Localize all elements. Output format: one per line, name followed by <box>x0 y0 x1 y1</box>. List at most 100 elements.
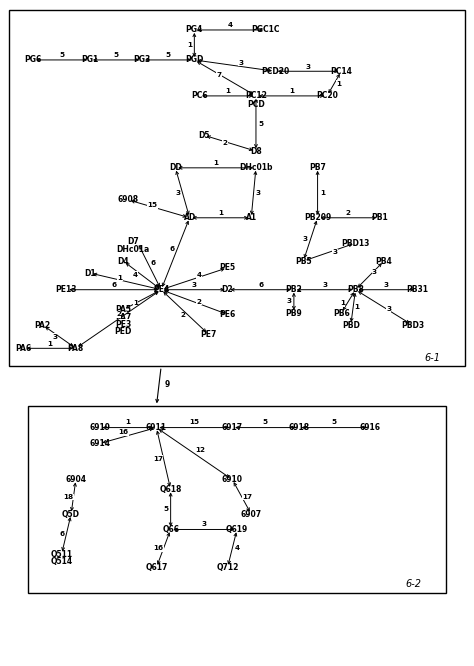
Text: PB2: PB2 <box>285 285 302 294</box>
Text: Q514: Q514 <box>51 557 73 566</box>
Text: 3: 3 <box>201 521 206 527</box>
Text: PB4: PB4 <box>375 256 392 266</box>
Text: 4: 4 <box>133 272 138 278</box>
Text: 7: 7 <box>217 72 221 79</box>
Text: Q619: Q619 <box>226 525 248 534</box>
Text: AD: AD <box>183 213 196 222</box>
Text: PC6: PC6 <box>191 91 208 101</box>
Text: DHc01b: DHc01b <box>239 163 273 172</box>
Text: 6911: 6911 <box>146 423 167 432</box>
Text: 6910: 6910 <box>222 475 243 484</box>
Text: PED: PED <box>115 327 132 336</box>
Text: PB1: PB1 <box>371 213 388 222</box>
Text: PE4: PE4 <box>153 285 169 294</box>
Text: 3: 3 <box>175 190 180 196</box>
Text: A1: A1 <box>246 213 257 222</box>
Text: 3: 3 <box>372 269 377 275</box>
Text: 4: 4 <box>235 545 239 551</box>
Text: 3: 3 <box>239 60 244 66</box>
Text: 3: 3 <box>287 298 292 304</box>
Text: 6914: 6914 <box>89 439 110 448</box>
Text: DD: DD <box>169 163 182 172</box>
Text: PA8: PA8 <box>68 344 84 353</box>
Text: PB8: PB8 <box>347 285 364 294</box>
Text: 6: 6 <box>258 282 263 288</box>
Text: 6904: 6904 <box>65 475 86 484</box>
Bar <box>28 406 446 593</box>
Text: 6: 6 <box>169 246 174 252</box>
Text: D1: D1 <box>84 268 96 278</box>
Text: 3: 3 <box>256 190 261 196</box>
Text: D7: D7 <box>127 236 138 246</box>
Text: PB9: PB9 <box>285 308 302 318</box>
Text: PB209: PB209 <box>304 213 331 222</box>
Text: DHc01a: DHc01a <box>116 244 149 254</box>
Text: 16: 16 <box>154 545 164 551</box>
Text: 17: 17 <box>153 456 163 462</box>
Text: PA6: PA6 <box>16 344 32 353</box>
Text: 15: 15 <box>147 202 157 208</box>
Text: 6908: 6908 <box>118 195 138 204</box>
Text: Q66: Q66 <box>162 525 179 534</box>
Text: 6-2: 6-2 <box>406 579 422 589</box>
Text: PG1: PG1 <box>82 55 99 65</box>
Text: 12: 12 <box>195 446 205 453</box>
Text: 6: 6 <box>151 260 155 266</box>
Text: PB5: PB5 <box>295 256 312 266</box>
Text: PG3: PG3 <box>134 55 151 65</box>
Text: PBD3: PBD3 <box>401 320 424 330</box>
Text: PGD: PGD <box>185 55 203 65</box>
Text: PB7: PB7 <box>309 163 326 172</box>
Text: 3: 3 <box>384 282 389 288</box>
Text: 3: 3 <box>52 334 57 340</box>
Text: 1: 1 <box>126 419 130 426</box>
Text: Q617: Q617 <box>145 563 168 572</box>
Text: 1: 1 <box>289 88 294 95</box>
Text: D5: D5 <box>198 131 210 140</box>
Text: 4: 4 <box>228 22 232 29</box>
Text: 5: 5 <box>164 506 168 513</box>
Text: 5: 5 <box>166 52 171 59</box>
Text: 3: 3 <box>333 249 337 255</box>
Text: Q511: Q511 <box>51 549 73 559</box>
Text: 5: 5 <box>332 419 337 426</box>
Text: PCD: PCD <box>247 100 265 109</box>
Text: 3: 3 <box>192 282 197 288</box>
Text: 1: 1 <box>47 340 52 347</box>
Text: PG4: PG4 <box>186 25 203 35</box>
Text: 1: 1 <box>355 304 359 310</box>
Text: 2: 2 <box>180 312 185 318</box>
Text: 17: 17 <box>242 494 253 500</box>
Text: 2: 2 <box>346 210 351 216</box>
Text: 5: 5 <box>258 121 263 127</box>
Text: 4: 4 <box>197 272 201 278</box>
Text: D8: D8 <box>250 147 262 156</box>
Text: PE13: PE13 <box>55 285 77 294</box>
Text: 2: 2 <box>223 140 228 147</box>
Text: 1: 1 <box>187 42 192 48</box>
Text: 5: 5 <box>263 419 268 426</box>
Text: 3: 3 <box>306 63 310 70</box>
Text: 1: 1 <box>225 88 230 95</box>
Text: D4: D4 <box>118 256 129 266</box>
Text: 1: 1 <box>337 81 341 87</box>
Text: 16: 16 <box>118 429 128 436</box>
Text: PE6: PE6 <box>219 310 236 319</box>
Text: 3: 3 <box>322 282 327 288</box>
Text: PE3: PE3 <box>115 320 131 329</box>
Text: PBD13: PBD13 <box>341 238 370 248</box>
Text: 2: 2 <box>116 311 121 318</box>
Text: Q618: Q618 <box>159 485 182 494</box>
Text: 3: 3 <box>302 236 307 242</box>
Text: PE7: PE7 <box>201 330 217 339</box>
Text: PC20: PC20 <box>316 91 338 101</box>
Text: 6: 6 <box>59 531 64 537</box>
Text: 1: 1 <box>320 190 325 196</box>
Text: PB31: PB31 <box>406 285 428 294</box>
Text: PBD: PBD <box>342 320 360 330</box>
Text: PC12: PC12 <box>245 91 267 101</box>
Text: PB6: PB6 <box>333 308 350 318</box>
Text: 5: 5 <box>114 52 118 59</box>
Text: 18: 18 <box>64 494 74 500</box>
Text: 6-1: 6-1 <box>425 353 441 363</box>
